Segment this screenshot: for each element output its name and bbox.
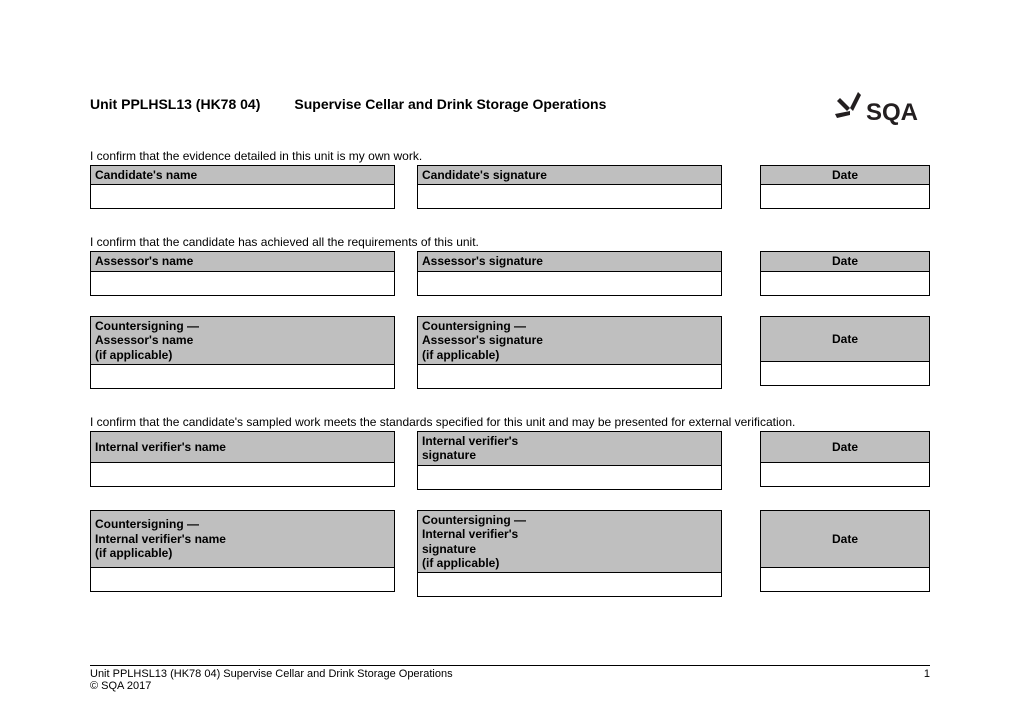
iv-date-label: Date — [760, 431, 930, 463]
cs-assessor-sig-field[interactable] — [417, 365, 722, 389]
unit-code: Unit PPLHSL13 (HK78 04) — [90, 96, 260, 112]
iv-name-label: Internal verifier's name — [90, 431, 395, 463]
footer-copyright: © SQA 2017 — [90, 680, 930, 692]
candidate-sig-field[interactable] — [417, 185, 722, 209]
iv-row: Internal verifier's name Internal verifi… — [90, 431, 930, 490]
footer: Unit PPLHSL13 (HK78 04) Supervise Cellar… — [90, 665, 930, 692]
assessor-row: Assessor's name Assessor's signature Dat… — [90, 251, 930, 295]
cs-assessor-date-field[interactable] — [760, 362, 930, 386]
candidate-date-field[interactable] — [760, 185, 930, 209]
statement-1: I confirm that the evidence detailed in … — [90, 149, 930, 163]
unit-title: Supervise Cellar and Drink Storage Opera… — [294, 96, 606, 112]
cs-assessor-sig-label: Countersigning —Assessor's signature(if … — [417, 316, 722, 365]
candidate-name-label: Candidate's name — [90, 165, 395, 185]
countersign-iv-row: Countersigning —Internal verifier's name… — [90, 510, 930, 598]
iv-name-field[interactable] — [90, 463, 395, 487]
cs-assessor-name-field[interactable] — [90, 365, 395, 389]
cs-iv-sig-field[interactable] — [417, 573, 722, 597]
svg-text:SQA: SQA — [866, 99, 918, 126]
candidate-sig-label: Candidate's signature — [417, 165, 722, 185]
assessor-sig-label: Assessor's signature — [417, 251, 722, 271]
cs-iv-sig-label: Countersigning —Internal verifier'ssigna… — [417, 510, 722, 574]
iv-sig-label: Internal verifier'ssignature — [417, 431, 722, 466]
statement-3: I confirm that the candidate's sampled w… — [90, 415, 930, 429]
header-text: Unit PPLHSL13 (HK78 04) Supervise Cellar… — [90, 90, 606, 112]
footer-page: 1 — [924, 668, 930, 680]
assessor-name-field[interactable] — [90, 272, 395, 296]
assessor-name-label: Assessor's name — [90, 251, 395, 271]
assessor-date-field[interactable] — [760, 272, 930, 296]
candidate-date-label: Date — [760, 165, 930, 185]
cs-assessor-name-label: Countersigning —Assessor's name(if appli… — [90, 316, 395, 365]
candidate-name-field[interactable] — [90, 185, 395, 209]
footer-left: Unit PPLHSL13 (HK78 04) Supervise Cellar… — [90, 668, 453, 680]
iv-date-field[interactable] — [760, 463, 930, 487]
page: Unit PPLHSL13 (HK78 04) Supervise Cellar… — [0, 0, 1020, 597]
cs-assessor-date-label: Date — [760, 316, 930, 362]
cs-iv-date-label: Date — [760, 510, 930, 568]
assessor-sig-field[interactable] — [417, 272, 722, 296]
iv-sig-field[interactable] — [417, 466, 722, 490]
cs-iv-name-field[interactable] — [90, 568, 395, 592]
cs-iv-name-label: Countersigning —Internal verifier's name… — [90, 510, 395, 568]
candidate-row: Candidate's name Candidate's signature D… — [90, 165, 930, 209]
assessor-date-label: Date — [760, 251, 930, 271]
header-row: Unit PPLHSL13 (HK78 04) Supervise Cellar… — [90, 90, 930, 135]
sqa-logo: SQA — [830, 90, 930, 135]
statement-2: I confirm that the candidate has achieve… — [90, 235, 930, 249]
countersign-assessor-row: Countersigning —Assessor's name(if appli… — [90, 316, 930, 389]
cs-iv-date-field[interactable] — [760, 568, 930, 592]
